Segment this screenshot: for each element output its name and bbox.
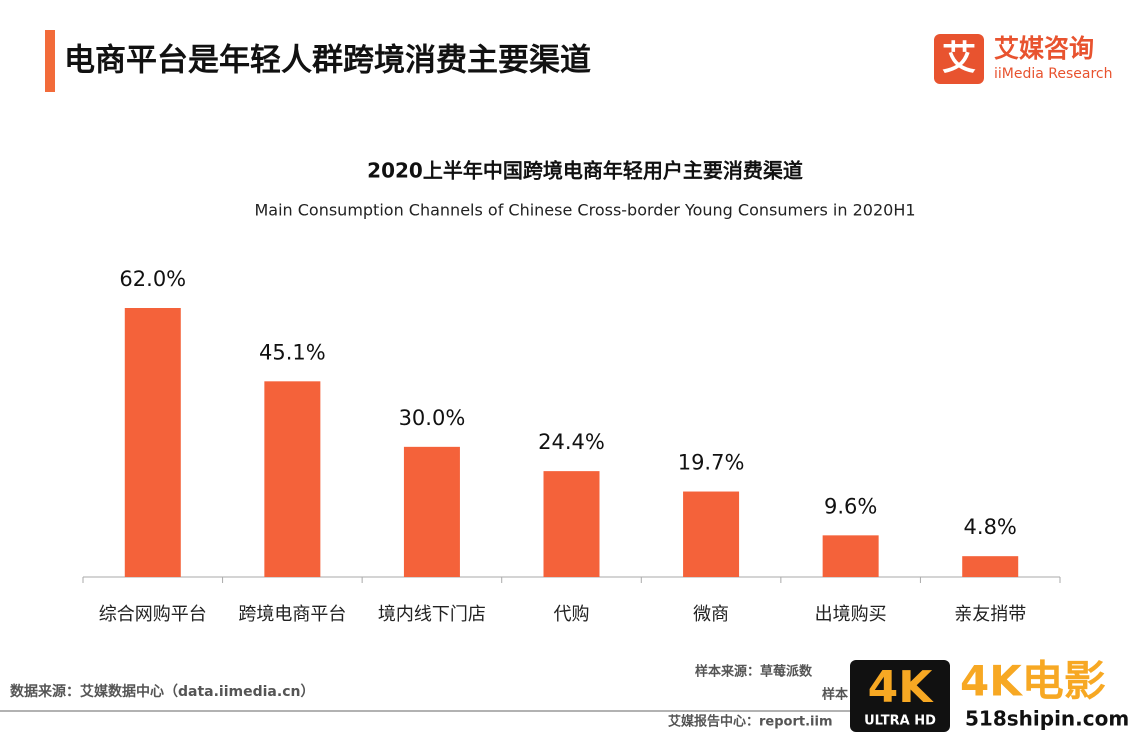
bar — [822, 535, 879, 577]
page-title: 电商平台是年轻人群跨境消费主要渠道 — [64, 43, 591, 79]
watermark-badge — [850, 660, 950, 732]
x-tick-label: 境内线下门店 — [378, 604, 486, 625]
bar — [683, 491, 740, 577]
chart-subtitle: Main Consumption Channels of Chinese Cro… — [254, 201, 915, 220]
report-center: 艾媒报告中心：report.iim — [668, 714, 833, 730]
value-label: 4.8% — [964, 515, 1017, 539]
value-label: 9.6% — [824, 494, 877, 518]
watermark-brand: 4K电影 — [960, 657, 1106, 706]
bar — [403, 446, 460, 577]
value-label: 19.7% — [678, 451, 745, 475]
x-tick-label: 亲友捎带 — [954, 604, 1026, 625]
value-label: 62.0% — [119, 267, 186, 291]
sample-source: 样本来源：草莓派数 — [695, 664, 813, 680]
title-accent — [45, 30, 55, 92]
value-label: 30.0% — [399, 406, 466, 430]
x-tick-label: 代购 — [554, 604, 590, 625]
logo-name: 艾媒咨询 — [994, 34, 1094, 63]
x-tick-label: 综合网购平台 — [99, 604, 207, 625]
x-tick-label: 微商 — [693, 604, 729, 625]
watermark-badge-sub: ULTRA HD — [864, 714, 936, 729]
watermark-site: 518shipin.com — [965, 707, 1129, 731]
bar — [124, 308, 181, 577]
x-tick-label: 出境购买 — [815, 604, 887, 625]
bar — [962, 556, 1019, 577]
logo-name-en: iiMedia Research — [994, 66, 1113, 82]
chart-title: 2020上半年中国跨境电商年轻用户主要消费渠道 — [367, 159, 803, 183]
data-source: 数据来源：艾媒数据中心（data.iimedia.cn） — [10, 683, 314, 700]
bar — [264, 381, 321, 577]
sample: 样本 — [822, 687, 848, 703]
watermark-badge-text: 4K — [868, 662, 935, 713]
value-label: 45.1% — [259, 340, 326, 364]
bar — [543, 471, 600, 577]
logo-box — [934, 34, 984, 84]
logo-mark: 艾 — [942, 39, 976, 79]
value-label: 24.4% — [538, 430, 605, 454]
x-tick-label: 跨境电商平台 — [238, 604, 346, 625]
